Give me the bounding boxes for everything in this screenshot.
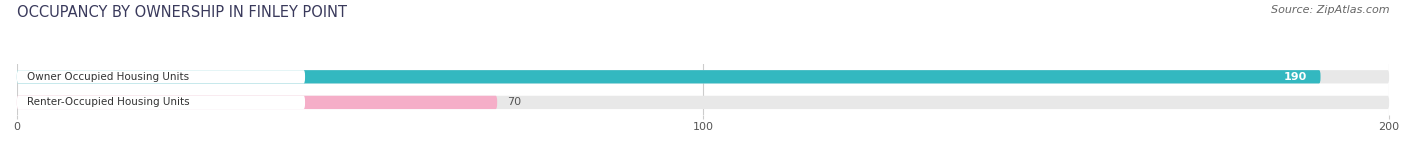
Text: 70: 70: [508, 97, 522, 107]
FancyBboxPatch shape: [17, 70, 1389, 84]
Text: 190: 190: [1284, 72, 1306, 82]
FancyBboxPatch shape: [17, 96, 305, 109]
Text: Owner Occupied Housing Units: Owner Occupied Housing Units: [27, 72, 190, 82]
FancyBboxPatch shape: [17, 70, 305, 84]
Text: Renter-Occupied Housing Units: Renter-Occupied Housing Units: [27, 97, 190, 107]
FancyBboxPatch shape: [17, 96, 1389, 109]
Text: Source: ZipAtlas.com: Source: ZipAtlas.com: [1271, 5, 1389, 15]
Text: OCCUPANCY BY OWNERSHIP IN FINLEY POINT: OCCUPANCY BY OWNERSHIP IN FINLEY POINT: [17, 5, 347, 20]
FancyBboxPatch shape: [17, 96, 498, 109]
FancyBboxPatch shape: [17, 70, 1320, 84]
